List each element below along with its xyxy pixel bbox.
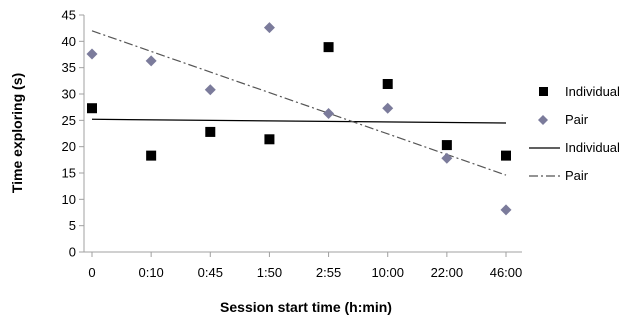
legend-square-marker <box>539 87 548 96</box>
legend-item-individual-trend: Individual <box>529 140 620 155</box>
x-ticks: 0 0:10 0:45 1:50 2:55 10:00 22:00 46:00 <box>88 252 522 280</box>
pair-point <box>145 55 157 67</box>
y-tick-label: 15 <box>62 166 76 181</box>
pair-point <box>204 84 216 96</box>
x-tick-label: 22:00 <box>431 265 464 280</box>
x-tick-label: 0:45 <box>198 265 223 280</box>
individual-point <box>501 150 511 161</box>
y-tick-label: 40 <box>62 34 76 49</box>
pair-point <box>382 102 394 114</box>
trendline-individual <box>91 118 507 124</box>
legend-item-individual-points: Individual <box>539 84 620 99</box>
individual-point <box>264 134 275 145</box>
x-tick-label: 0 <box>88 265 95 280</box>
individual-point <box>323 42 334 53</box>
y-axis-title: Time exploring (s) <box>9 73 25 193</box>
x-tick-label: 46:00 <box>490 265 523 280</box>
y-tick-label: 5 <box>69 218 76 233</box>
pair-point <box>500 204 512 216</box>
x-tick-label: 1:50 <box>257 265 282 280</box>
y-tick-label: 30 <box>62 87 76 102</box>
pair-point <box>323 107 335 119</box>
pair-point <box>86 48 98 60</box>
pair-point <box>263 22 275 34</box>
individual-point <box>441 140 452 151</box>
legend-label: Individual <box>565 84 620 99</box>
legend-diamond-marker <box>538 115 548 125</box>
legend-label: Individual <box>565 140 620 155</box>
x-tick-label: 2:55 <box>316 265 341 280</box>
legend-item-pair-trend: Pair <box>529 168 589 183</box>
legend-label: Pair <box>565 168 589 183</box>
y-tick-label: 20 <box>62 139 76 154</box>
x-axis-title: Session start time (h:min) <box>220 299 392 315</box>
individual-point <box>146 150 157 161</box>
y-tick-label: 0 <box>69 245 76 260</box>
axes <box>83 15 522 253</box>
legend-label: Pair <box>565 112 589 127</box>
individual-point <box>205 126 216 137</box>
x-tick-label: 0:10 <box>138 265 163 280</box>
individual-point <box>87 103 97 114</box>
y-tick-label: 35 <box>62 60 76 75</box>
trendlines <box>91 30 507 176</box>
pair-point <box>441 152 453 164</box>
y-tick-label: 45 <box>62 8 76 23</box>
y-tick-label: 10 <box>62 192 76 207</box>
individual-point <box>382 78 393 89</box>
legend-item-pair-points: Pair <box>538 112 589 127</box>
x-tick-label: 10:00 <box>371 265 404 280</box>
legend: Individual Pair Individual Pair <box>529 84 620 183</box>
data-points <box>86 22 512 216</box>
trendline-pair <box>91 30 507 176</box>
y-tick-label: 25 <box>62 113 76 128</box>
y-ticks: 0 5 10 15 20 25 30 35 40 45 <box>62 8 84 260</box>
